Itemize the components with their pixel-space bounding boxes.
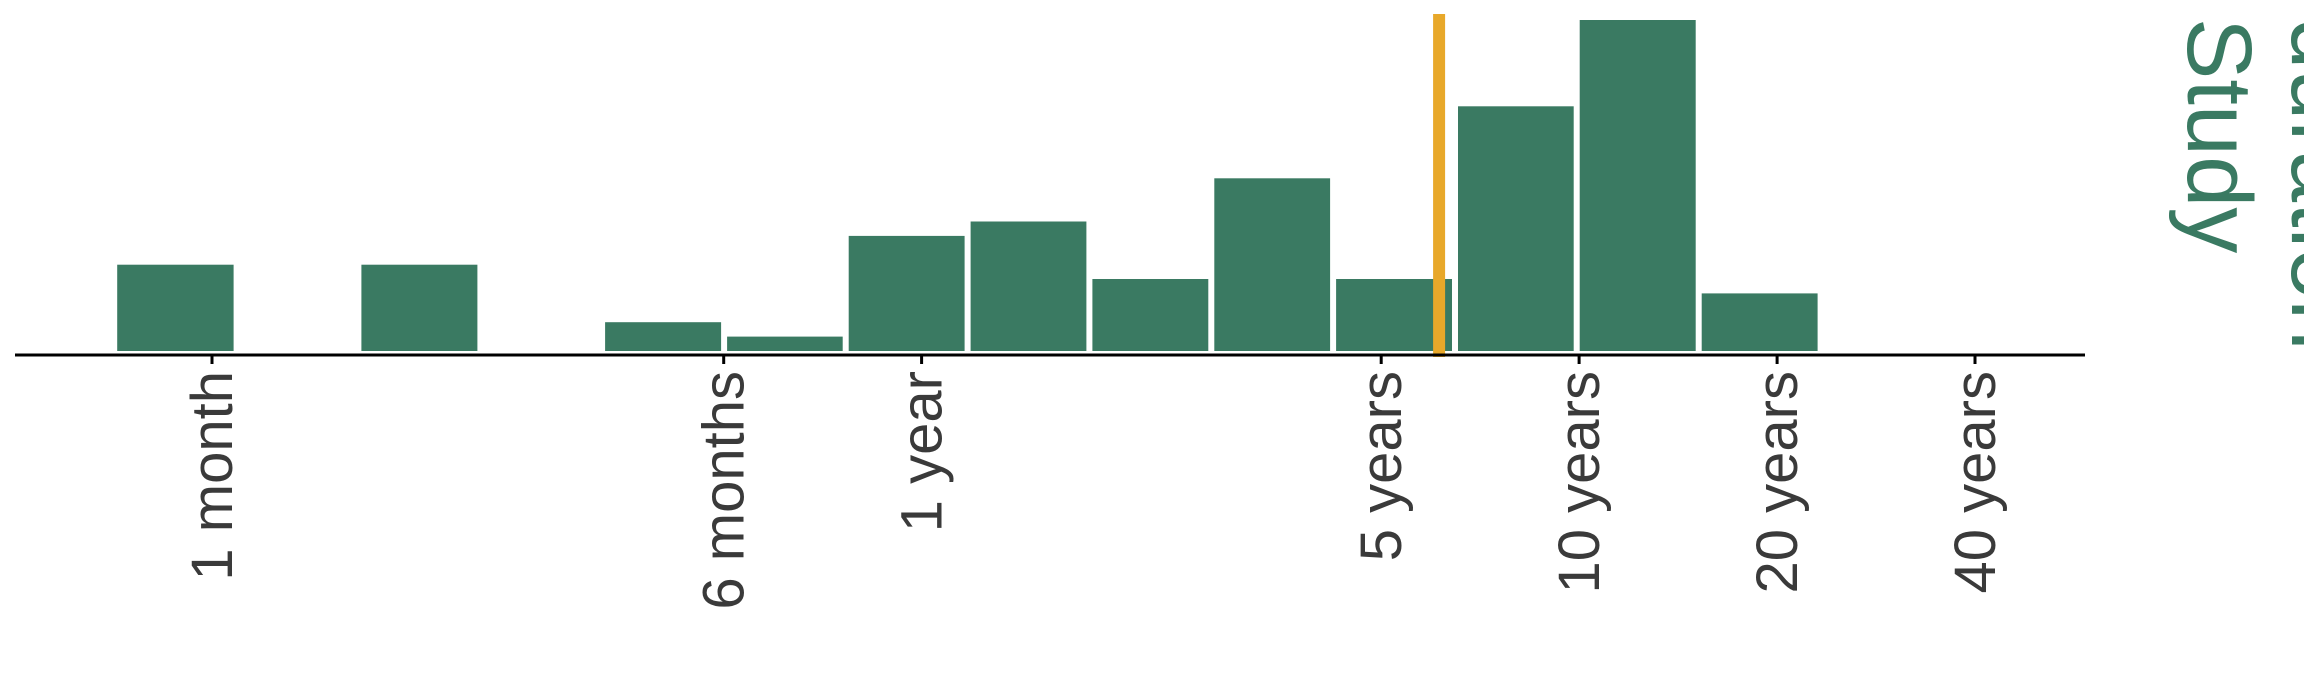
chart-title: Study duration	[2168, 18, 2304, 350]
bar-9	[1214, 178, 1331, 351]
x-tick-label-2: 1 year	[890, 371, 955, 532]
bar-7	[970, 221, 1087, 351]
bar-5	[727, 336, 843, 351]
axis-layer	[15, 353, 2085, 364]
reference-marker-line	[1433, 14, 1446, 357]
bar-4	[605, 322, 722, 351]
bars-layer	[117, 20, 1818, 351]
x-tick-label-0: 1 month	[180, 371, 245, 581]
x-tick-label-1: 6 months	[692, 371, 757, 610]
bar-13	[1701, 293, 1818, 351]
bar-8	[1092, 279, 1209, 351]
labels-layer: 1 month 6 months 1 year 5 years 10 years 20 y…	[180, 371, 2008, 610]
chart-title-line-2: duration	[2272, 18, 2304, 350]
bar-10	[1336, 279, 1452, 351]
bar-12	[1579, 20, 1696, 351]
chart-title-line-1: Study	[2168, 18, 2270, 253]
bar-11	[1458, 106, 1574, 351]
bar-0	[117, 264, 234, 351]
bar-6	[848, 235, 965, 351]
x-tick-label-5: 20 years	[1745, 371, 1810, 593]
x-tick-label-4: 10 years	[1547, 371, 1612, 593]
x-tick-label-6: 40 years	[1943, 371, 2008, 593]
x-tick-label-3: 5 years	[1349, 371, 1414, 561]
bar-2	[361, 264, 478, 351]
marker-layer	[1433, 14, 1446, 357]
